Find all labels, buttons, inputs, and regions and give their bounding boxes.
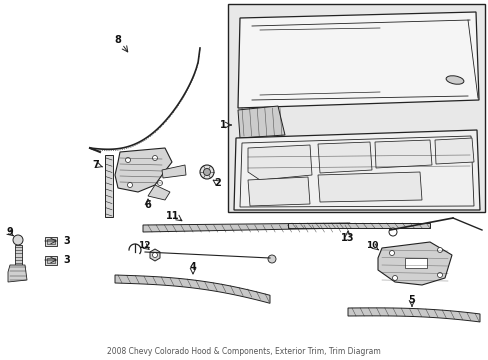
- Circle shape: [392, 275, 397, 280]
- Polygon shape: [347, 308, 479, 322]
- Polygon shape: [150, 249, 160, 261]
- Polygon shape: [247, 145, 311, 180]
- Bar: [47, 258, 55, 263]
- Circle shape: [388, 228, 396, 236]
- Polygon shape: [234, 130, 479, 210]
- Circle shape: [267, 255, 275, 263]
- Polygon shape: [238, 106, 285, 138]
- Text: 13: 13: [341, 233, 354, 243]
- Polygon shape: [142, 223, 349, 232]
- Text: 9: 9: [7, 227, 13, 237]
- Text: 12: 12: [138, 240, 150, 249]
- Bar: [47, 239, 55, 244]
- Text: 10: 10: [365, 240, 377, 249]
- Circle shape: [389, 251, 394, 256]
- Circle shape: [200, 165, 214, 179]
- Polygon shape: [317, 142, 371, 173]
- Circle shape: [127, 183, 132, 188]
- Bar: [227, 4, 484, 212]
- Text: 11: 11: [166, 211, 180, 221]
- Polygon shape: [148, 185, 170, 200]
- Polygon shape: [287, 223, 429, 228]
- Circle shape: [437, 273, 442, 278]
- Circle shape: [152, 252, 157, 257]
- Polygon shape: [317, 172, 421, 202]
- Polygon shape: [238, 12, 478, 108]
- Text: 3: 3: [63, 236, 70, 246]
- Circle shape: [13, 235, 23, 245]
- Text: 7: 7: [92, 160, 99, 170]
- Polygon shape: [434, 138, 473, 164]
- Circle shape: [203, 168, 210, 176]
- Bar: [45, 256, 57, 265]
- Polygon shape: [162, 165, 185, 178]
- Polygon shape: [115, 275, 269, 303]
- Text: 8: 8: [114, 35, 121, 45]
- Ellipse shape: [445, 76, 463, 84]
- Bar: [404, 258, 426, 268]
- Bar: [15, 245, 22, 265]
- Bar: [45, 237, 57, 246]
- Text: 1: 1: [219, 120, 226, 130]
- Circle shape: [152, 156, 157, 161]
- Polygon shape: [374, 140, 431, 168]
- Polygon shape: [247, 177, 309, 206]
- Text: 3: 3: [63, 255, 70, 265]
- Text: 4: 4: [189, 262, 196, 272]
- Text: 2008 Chevy Colorado Hood & Components, Exterior Trim, Trim Diagram: 2008 Chevy Colorado Hood & Components, E…: [107, 347, 380, 356]
- Polygon shape: [8, 265, 27, 282]
- Text: 2: 2: [214, 178, 221, 188]
- Circle shape: [125, 158, 130, 162]
- Bar: [105, 155, 113, 217]
- Text: 6: 6: [144, 200, 151, 210]
- Polygon shape: [377, 242, 451, 285]
- Circle shape: [437, 248, 442, 252]
- Polygon shape: [115, 148, 172, 192]
- Circle shape: [157, 180, 162, 185]
- Text: 5: 5: [408, 295, 414, 305]
